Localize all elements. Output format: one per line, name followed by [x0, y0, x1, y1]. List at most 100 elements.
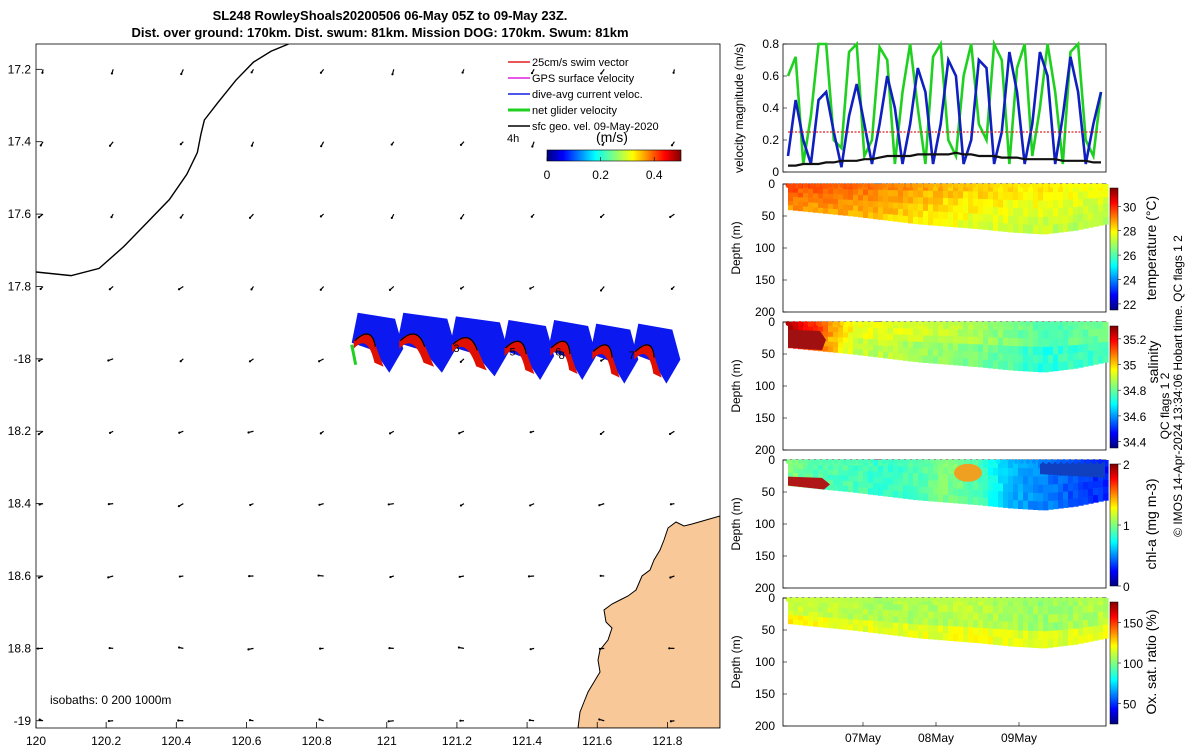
- temperature-cell: [1053, 192, 1059, 201]
- chla-cell: [1063, 483, 1069, 493]
- oxygen-cell: [963, 605, 969, 614]
- oxygen-cell: [1083, 634, 1089, 643]
- temperature-cell: [803, 193, 809, 199]
- temperature-cell: [803, 202, 809, 208]
- sfc-geo-arrow-head: [110, 216, 113, 219]
- chla-cell: [833, 465, 839, 471]
- oxygen-cell: [1093, 598, 1099, 606]
- oxygen-cell: [1018, 598, 1024, 607]
- salinity-surface-dot: [941, 321, 947, 326]
- oxygen-cell: [808, 616, 814, 622]
- salinity-cell: [1098, 356, 1104, 364]
- temperature-cell: [838, 209, 844, 216]
- chla-cell: [913, 492, 919, 501]
- temperature-cell: [1023, 184, 1029, 193]
- oxygen-cell: [1093, 633, 1099, 641]
- oxygen-cell: [858, 625, 864, 632]
- salinity-cell: [953, 350, 959, 359]
- temperature-cell: [888, 208, 894, 215]
- salinity-cell: [998, 360, 1004, 370]
- sfc-geo-arrow-head: [41, 71, 44, 74]
- temperature-surface-dot: [971, 183, 977, 188]
- oxygen-cell: [1068, 598, 1074, 607]
- salinity-cell: [1063, 322, 1069, 331]
- chla-surface-dot: [995, 459, 1001, 464]
- temperature-cell: [913, 184, 919, 192]
- sfc-geo-arrow-head: [248, 719, 252, 722]
- chla-cell: [813, 464, 819, 470]
- salinity-cell: [883, 345, 889, 353]
- temperature-cell: [833, 194, 839, 200]
- salinity-surface-dot: [821, 321, 827, 326]
- chla-cell: [823, 469, 829, 476]
- temperature-cell: [948, 212, 954, 220]
- oxygen-cell: [803, 620, 809, 626]
- chla-cell: [873, 483, 879, 490]
- chla-cell: [918, 479, 924, 488]
- temperature-cell: [1023, 208, 1029, 218]
- chla-ytick-label: 0: [768, 453, 775, 467]
- salinity-cell: [993, 352, 999, 362]
- temperature-cell: [878, 201, 884, 209]
- salinity-cell: [1073, 329, 1079, 338]
- salinity-cell: [1013, 346, 1019, 355]
- chla-cell: [988, 498, 994, 507]
- oxygen-cell: [908, 617, 914, 625]
- temperature-cell: [838, 199, 844, 206]
- oxygen-cell: [953, 612, 959, 620]
- salinity-cell: [1048, 354, 1054, 364]
- legend-netglider-label: net glider velocity: [532, 105, 617, 117]
- chla-cell: [973, 489, 979, 498]
- chla-surface-dot: [923, 459, 929, 464]
- chla-cell: [973, 482, 979, 491]
- temperature-cell: [1093, 219, 1099, 227]
- temperature-cell: [1033, 192, 1039, 202]
- salinity-cell: [1023, 338, 1029, 347]
- temperature-cell: [858, 194, 864, 201]
- chla-cell: [873, 488, 879, 496]
- salinity-cell: [1043, 346, 1049, 356]
- salinity-cell: [1043, 363, 1049, 373]
- oxygen-cell: [1018, 606, 1024, 615]
- salinity-cell: [888, 352, 894, 360]
- oxygen-cell: [1043, 639, 1049, 649]
- salinity-cell: [1028, 362, 1034, 372]
- sfc-geo-arrow-head: [320, 145, 323, 148]
- salinity-surface-dot: [845, 321, 851, 326]
- oxygen-cell: [843, 623, 849, 630]
- oxygen-cell: [998, 613, 1004, 622]
- salinity-cell: [928, 355, 934, 364]
- chla-cell: [943, 466, 949, 475]
- salinity-cell: [933, 328, 939, 337]
- chla-cell: [908, 460, 914, 468]
- chla-cell: [848, 481, 854, 487]
- temperature-cell: [793, 192, 799, 198]
- oxygen-cell: [893, 628, 899, 636]
- chla-cell: [988, 490, 994, 499]
- oxygen-cell: [1073, 613, 1079, 622]
- temperature-cell: [908, 216, 914, 224]
- temperature-cell: [1078, 221, 1084, 230]
- chla-cell: [978, 497, 984, 506]
- oxygen-cell: [918, 617, 924, 626]
- temperature-cell: [808, 193, 814, 199]
- oxygen-cell: [898, 604, 904, 612]
- salinity-cell: [888, 346, 894, 353]
- chla-cell: [918, 493, 924, 501]
- temperature-cell: [828, 198, 834, 205]
- oxygen-cell: [848, 619, 854, 625]
- temperature-cell: [788, 205, 794, 211]
- oxygen-cell: [1103, 611, 1109, 619]
- temperature-cell: [1038, 184, 1044, 193]
- temperature-cell: [818, 198, 824, 204]
- chla-cell: [788, 472, 794, 478]
- salinity-cell: [1003, 345, 1009, 355]
- temperature-cell: [1098, 197, 1104, 206]
- chla-cell: [923, 493, 929, 501]
- sfc-geo-arrow-head: [248, 216, 252, 219]
- oxygen-cell: [968, 619, 974, 628]
- map-legend: 25cm/s swim vector GPS surface velocity …: [507, 57, 682, 182]
- salinity-cell: [1083, 358, 1089, 367]
- oxygen-surface-dot: [869, 597, 875, 602]
